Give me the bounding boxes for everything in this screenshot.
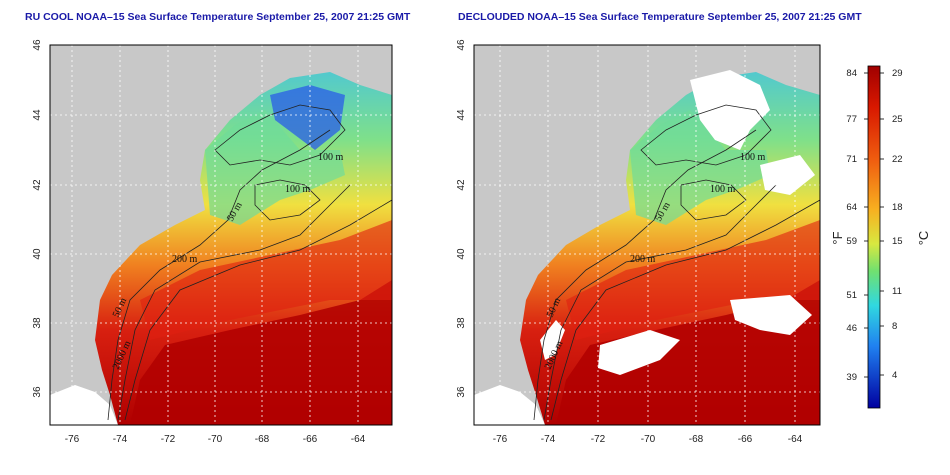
right-lat-tick: 36 xyxy=(456,386,467,398)
left-graticule xyxy=(50,45,392,425)
right-map-green-band xyxy=(630,110,770,225)
celsius-tick: 11 xyxy=(892,286,902,297)
left-lon-tick: -76 xyxy=(65,434,80,445)
colorbar: 84 77 71 64 59 51 46 39 29 25 22 18 15 1… xyxy=(830,65,931,409)
celsius-tick: 8 xyxy=(892,321,897,332)
left-contour-2000m xyxy=(124,199,392,421)
left-map-green-band xyxy=(205,110,345,225)
right-lon-tick: -70 xyxy=(641,434,656,445)
left-lon-tick: -74 xyxy=(113,434,128,445)
colorbar-gradient xyxy=(867,65,881,409)
right-map-warm-band xyxy=(566,220,820,340)
left-map-cloud-sw xyxy=(50,385,118,425)
fahrenheit-tick: 51 xyxy=(846,290,857,301)
right-lon-tick: -68 xyxy=(689,434,704,445)
fahrenheit-tick: 39 xyxy=(846,372,857,383)
right-cloud-south xyxy=(598,330,680,375)
celsius-unit-label: °C xyxy=(916,231,931,246)
fahrenheit-unit-label: °F xyxy=(830,231,845,244)
left-lon-tick: -72 xyxy=(161,434,176,445)
left-map: 100 m 100 m 50 m 200 m 50 m 2000 m -76 -… xyxy=(32,39,393,445)
celsius-tick: 29 xyxy=(892,68,903,79)
right-contour-50m xyxy=(533,129,757,421)
left-lat-tick: 42 xyxy=(32,179,43,191)
right-cloud-sw xyxy=(474,385,545,425)
right-graticule xyxy=(474,45,820,425)
left-map-warm-stream xyxy=(130,280,392,425)
left-label-200m: 200 m xyxy=(172,254,198,265)
left-lon-tick: -68 xyxy=(255,434,270,445)
left-lat-tick: 46 xyxy=(32,39,43,51)
left-label-100m-b: 100 m xyxy=(285,184,311,195)
left-contour-200m xyxy=(117,184,351,421)
fahrenheit-tick: 77 xyxy=(846,114,857,125)
celsius-tick: 22 xyxy=(892,154,903,165)
left-lon-tick: -64 xyxy=(351,434,366,445)
map-title-right: DECLOUDED NOAA–15 Sea Surface Temperatur… xyxy=(458,11,862,23)
right-label-200m: 200 m xyxy=(630,254,656,265)
right-lon-tick: -64 xyxy=(788,434,803,445)
left-map-warm-band xyxy=(140,220,392,340)
left-x-axis: -76 -74 -72 -70 -68 -66 -64 xyxy=(65,434,366,445)
map-title-left: RU COOL NOAA–15 Sea Surface Temperature … xyxy=(25,11,411,23)
right-contour-gb xyxy=(680,179,747,221)
right-map: 100 m 100 m 50 m 200 m 50 m 2000 m -76 -… xyxy=(456,39,821,445)
left-lat-tick: 40 xyxy=(32,248,43,260)
colorbar-celsius-ticks: 29 25 22 18 15 11 8 4 xyxy=(880,68,903,381)
right-lon-tick: -76 xyxy=(493,434,508,445)
celsius-tick: 25 xyxy=(892,114,903,125)
left-lat-tick: 36 xyxy=(32,386,43,398)
right-contour-100m-gulf xyxy=(640,104,772,166)
right-label-100m-a: 100 m xyxy=(740,152,766,163)
right-lat-tick: 42 xyxy=(456,179,467,191)
right-contour-200m xyxy=(543,184,777,421)
colorbar-fahrenheit-ticks: 84 77 71 64 59 51 46 39 xyxy=(846,68,868,383)
left-lat-tick: 44 xyxy=(32,109,43,121)
right-cloud-gulf xyxy=(690,70,770,150)
left-lon-tick: -70 xyxy=(208,434,223,445)
fahrenheit-tick: 71 xyxy=(846,154,857,165)
right-lon-tick: -66 xyxy=(738,434,753,445)
celsius-tick: 15 xyxy=(892,236,903,247)
right-lat-tick: 38 xyxy=(456,317,467,329)
fahrenheit-tick: 84 xyxy=(846,68,857,79)
celsius-tick: 4 xyxy=(892,370,897,381)
left-lon-tick: -66 xyxy=(303,434,318,445)
celsius-tick: 18 xyxy=(892,202,903,213)
left-contour-100m-gulf xyxy=(214,104,346,166)
right-contour-2000m xyxy=(550,199,820,421)
left-contour-gb xyxy=(254,179,321,221)
right-map-frame xyxy=(473,44,821,426)
right-cloud-east xyxy=(760,155,815,195)
right-lat-tick: 40 xyxy=(456,248,467,260)
left-label-100m-a: 100 m xyxy=(318,152,344,163)
right-lon-tick: -74 xyxy=(541,434,556,445)
right-cloud-southeast xyxy=(730,295,812,335)
left-lat-tick: 38 xyxy=(32,317,43,329)
left-map-frame xyxy=(49,44,393,426)
right-lon-tick: -72 xyxy=(591,434,606,445)
right-lat-tick: 44 xyxy=(456,109,467,121)
fahrenheit-tick: 46 xyxy=(846,323,857,334)
right-label-100m-b: 100 m xyxy=(710,184,736,195)
fahrenheit-tick: 64 xyxy=(846,202,857,213)
right-y-axis: 46 44 42 40 38 36 xyxy=(456,39,467,398)
fahrenheit-tick: 59 xyxy=(846,236,857,247)
right-cloud-shore xyxy=(540,320,565,360)
right-x-axis: -76 -74 -72 -70 -68 -66 -64 xyxy=(493,434,803,445)
left-y-axis: 46 44 42 40 38 36 xyxy=(32,39,43,398)
right-lat-tick: 46 xyxy=(456,39,467,51)
left-map-cold-patch xyxy=(270,85,345,150)
left-contour-50m xyxy=(107,129,331,421)
